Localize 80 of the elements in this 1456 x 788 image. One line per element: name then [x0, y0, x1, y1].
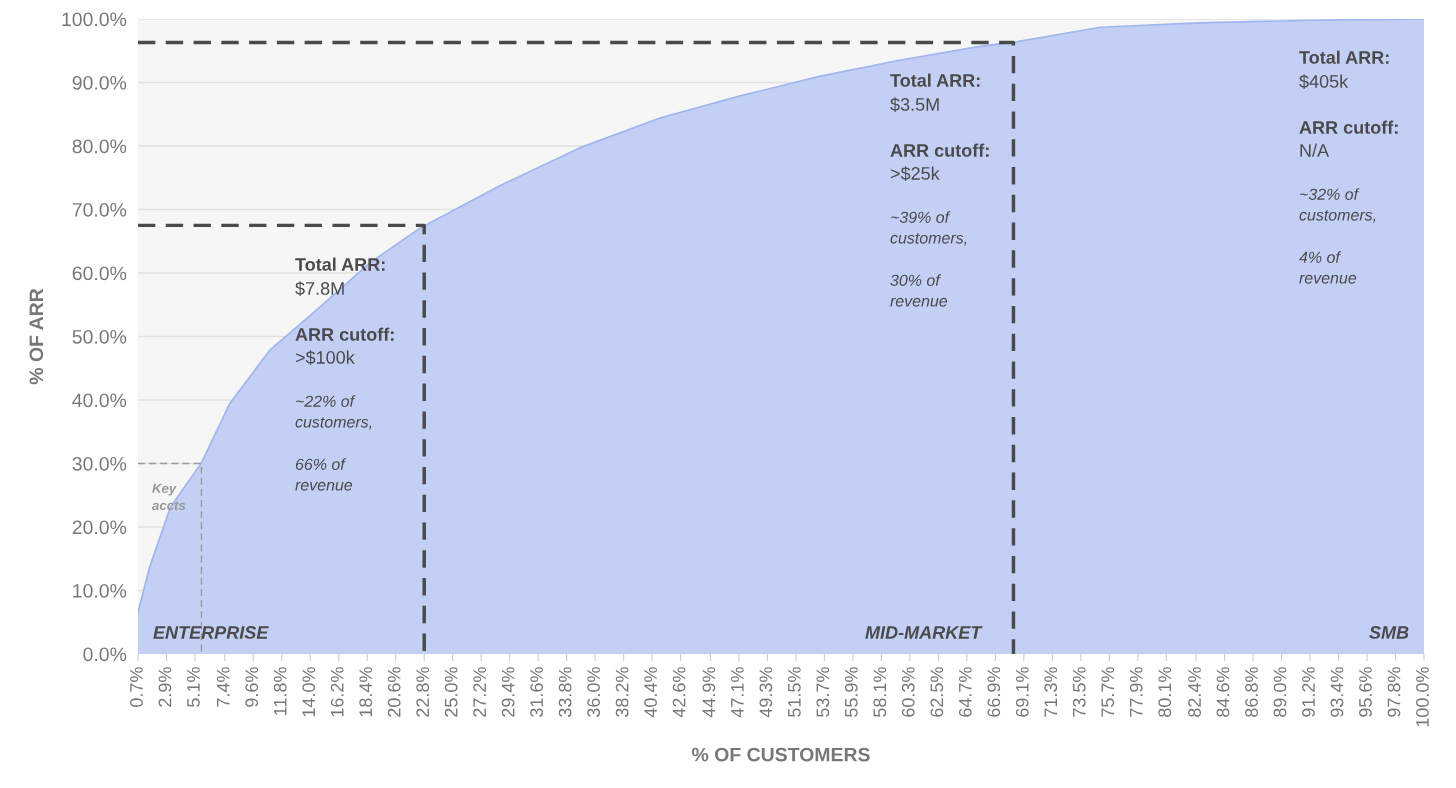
x-tick-label: 93.4% — [1330, 667, 1344, 717]
annotation: ~32% of customers, — [1299, 188, 1376, 223]
y-tick-label: 0.0% — [83, 647, 127, 662]
y-tick-label: 20.0% — [72, 520, 127, 535]
y-tick-label: 50.0% — [72, 329, 127, 344]
y-tick-label: 100.0% — [62, 12, 127, 27]
annotation: $7.8M — [295, 281, 344, 296]
annotation: 30% of revenue — [890, 274, 948, 307]
annotation: ~22% of customers, — [295, 395, 372, 430]
x-tick-label: 42.6% — [672, 667, 686, 718]
annotation: >$100k — [295, 350, 355, 365]
y-axis-title: % OF ARR — [29, 288, 44, 385]
annotation: ENTERPRISE — [153, 626, 269, 639]
x-tick-label: 44.9% — [702, 667, 716, 718]
x-tick-label: 27.2% — [473, 667, 486, 717]
x-tick-label: 97.8% — [1387, 667, 1401, 717]
annotation: N/A — [1300, 143, 1330, 157]
x-tick-label: 40.4% — [644, 667, 657, 718]
annotation: Total ARR: — [890, 73, 980, 87]
x-tick-label: 14.0% — [302, 667, 316, 717]
annotation: 66% of revenue — [295, 458, 353, 491]
y-tick-label: 60.0% — [72, 266, 127, 281]
x-tick-label: 60.3% — [901, 667, 915, 717]
y-tick-label: 10.0% — [73, 583, 127, 598]
x-tick-label: 2.9% — [158, 667, 172, 707]
annotation: >$25k — [890, 166, 940, 181]
y-tick-label: 30.0% — [72, 456, 127, 471]
x-tick-label: 80.1% — [1158, 667, 1172, 717]
x-tick-label: 62.5% — [930, 667, 944, 717]
annotation: 4% of revenue — [1299, 251, 1357, 284]
x-tick-label: 20.6% — [387, 667, 401, 717]
x-tick-label: 7.4% — [216, 667, 230, 707]
annotation: SMB — [1369, 626, 1409, 639]
x-tick-label: 9.6% — [245, 667, 259, 707]
x-tick-label: 75.7% — [1101, 667, 1115, 717]
x-tick-label: 31.6% — [530, 667, 544, 717]
x-tick-label: 86.8% — [1245, 667, 1258, 717]
annotation: ARR cutoff: — [295, 327, 394, 341]
x-tick-label: 36.0% — [587, 667, 600, 717]
x-tick-label: 66.9% — [987, 667, 1001, 717]
x-tick-label: 53.7% — [816, 667, 830, 717]
x-tick-label: 71.3% — [1044, 667, 1058, 717]
x-tick-label: 73.5% — [1072, 667, 1086, 717]
x-tick-label: 18.4% — [359, 667, 373, 717]
x-tick-label: 51.5% — [788, 667, 801, 717]
annotation: ARR cutoff: — [1299, 120, 1398, 134]
annotation: Total ARR: — [295, 257, 385, 271]
annotation: MID-MARKET — [865, 626, 983, 639]
y-tick-label: 40.0% — [72, 393, 127, 408]
x-tick-label: 89.0% — [1273, 667, 1287, 717]
x-tick-label: 47.1% — [731, 667, 744, 718]
annotation: ~39% of customers, — [890, 211, 967, 246]
x-tick-label: 69.1% — [1015, 667, 1029, 717]
x-tick-label: 64.7% — [958, 667, 972, 717]
x-tick-label: 84.6% — [1216, 667, 1230, 717]
annotation: Total ARR: — [1299, 50, 1389, 64]
y-tick-label: 90.0% — [72, 75, 127, 90]
x-axis-title: % OF CUSTOMERS — [691, 747, 870, 762]
x-tick-label: 29.4% — [501, 667, 515, 717]
x-tick-label: 25.0% — [444, 667, 458, 717]
x-tick-label: 95.6% — [1359, 667, 1372, 717]
x-tick-label: 91.2% — [1302, 667, 1315, 717]
x-tick-label: 16.2% — [330, 667, 344, 717]
x-tick-label: 82.4% — [1188, 667, 1201, 717]
y-tick-label: 70.0% — [72, 202, 127, 217]
x-tick-label: 77.9% — [1129, 667, 1143, 717]
x-tick-label: 55.9% — [844, 667, 858, 717]
x-tick-label: 33.8% — [558, 667, 572, 717]
x-tick-label: 22.8% — [416, 667, 430, 717]
x-tick-label: 0.7% — [130, 667, 143, 707]
annotation: $3.5M — [890, 97, 939, 112]
x-tick-label: 38.2% — [615, 667, 629, 717]
annotation: $405k — [1299, 74, 1349, 89]
annotation: ARR cutoff: — [890, 143, 989, 157]
x-tick-label: 11.8% — [273, 667, 287, 715]
x-tick-label: 49.3% — [759, 667, 773, 718]
y-tick-label: 80.0% — [72, 139, 127, 154]
x-tick-label: 5.1% — [187, 667, 200, 707]
x-tick-label: 100.0% — [1416, 667, 1429, 727]
x-tick-label: 58.1% — [873, 667, 887, 717]
